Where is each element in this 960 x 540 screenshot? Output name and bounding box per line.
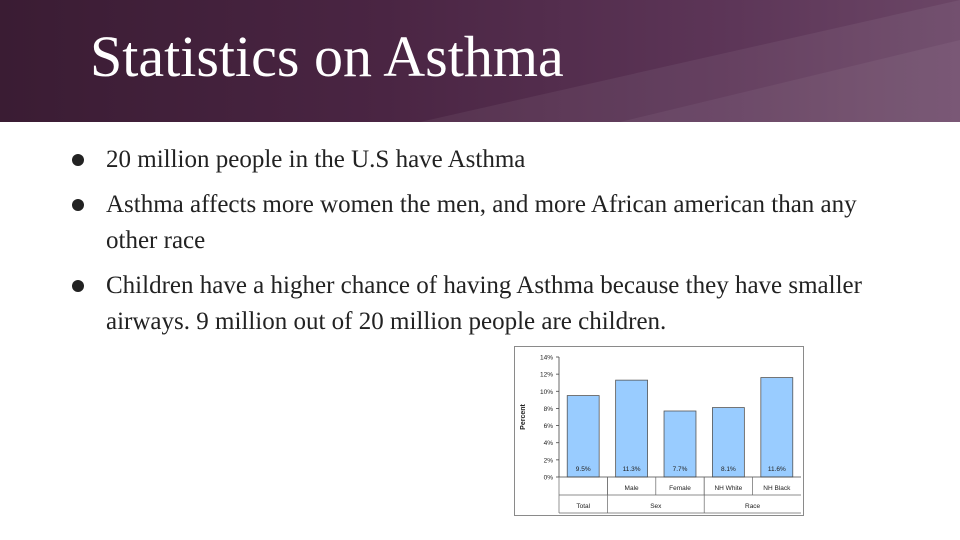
- title-banner: Statistics on Asthma: [0, 0, 960, 122]
- y-tick-label: 10%: [540, 389, 553, 396]
- bar: [663, 410, 697, 478]
- bullet-text: 20 million people in the U.S have Asthma: [106, 146, 526, 173]
- y-axis-label: Percent: [520, 403, 527, 429]
- bullet-text: Asthma affects more women the men, and m…: [106, 191, 857, 254]
- bullet-list: 20 million people in the U.S have Asthma…: [72, 142, 902, 349]
- bullet-item: Children have a higher chance of having …: [72, 268, 902, 340]
- group-label: Total: [576, 503, 590, 510]
- bar-value-label: 11.3%: [623, 466, 641, 473]
- bar-value-label: 9.5%: [576, 466, 591, 473]
- y-tick-label: 0%: [544, 475, 554, 482]
- bullet-dot-icon: [72, 199, 84, 211]
- bar: [566, 395, 600, 478]
- y-tick-label: 8%: [544, 406, 554, 413]
- y-tick-label: 4%: [544, 440, 554, 447]
- y-tick-label: 6%: [544, 423, 554, 430]
- y-tick-label: 2%: [544, 457, 554, 464]
- bullet-dot-icon: [72, 154, 84, 166]
- group-label: Race: [745, 503, 761, 510]
- bar-value-label: 7.7%: [673, 466, 688, 473]
- group-label: Sex: [650, 503, 662, 510]
- category-label: NH Black: [763, 485, 791, 492]
- bullet-item: 20 million people in the U.S have Asthma: [72, 142, 902, 178]
- y-tick-label: 12%: [540, 372, 553, 379]
- bar-value-label: 11.6%: [768, 466, 786, 473]
- slide-title: Statistics on Asthma: [90, 24, 564, 89]
- bullet-dot-icon: [72, 280, 84, 292]
- bar-value-label: 8.1%: [721, 466, 736, 473]
- bullet-text: Children have a higher chance of having …: [106, 272, 862, 335]
- chart-canvas: Percent 0% 2% 4% 6% 8% 10% 12% 14% 9.5% 11.3% 7.7% 8…: [520, 355, 801, 514]
- y-tick-label: 14%: [540, 355, 553, 362]
- category-label: NH White: [714, 485, 742, 492]
- category-label: Male: [625, 485, 639, 492]
- asthma-bar-chart: Percent 0% 2% 4% 6% 8% 10% 12% 14% 9.5% 11.3% 7.7% 8…: [514, 346, 804, 516]
- bar: [615, 379, 648, 478]
- bullet-item: Asthma affects more women the men, and m…: [72, 187, 902, 259]
- banner-highlight: [420, 0, 960, 122]
- bar: [760, 377, 794, 478]
- category-label: Female: [669, 485, 691, 492]
